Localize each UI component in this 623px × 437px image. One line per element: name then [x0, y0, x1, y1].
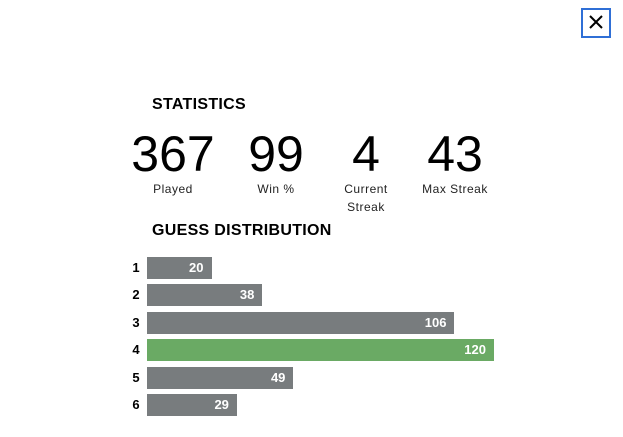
stat: 4 Current Streak [321, 128, 411, 216]
row-label: 6 [132, 397, 140, 412]
close-icon [589, 15, 603, 29]
stat-label: Played [153, 182, 193, 196]
row-label: 2 [132, 287, 140, 303]
bar: 106 [147, 311, 455, 334]
close-button[interactable] [581, 8, 611, 38]
row-label: 4 [132, 342, 140, 358]
stat-value: 43 [427, 126, 483, 182]
title: STATISTICS [152, 96, 246, 113]
row-label: 5 [132, 369, 140, 385]
stat-label: Max Streak [422, 182, 488, 196]
stat-label: Win % [257, 182, 295, 196]
stat-value: 367 [131, 126, 215, 182]
stat-value: 4 [352, 126, 380, 182]
stat: 367 Played [128, 128, 218, 198]
bar: 20 [147, 257, 212, 279]
bar: 49 [147, 366, 294, 389]
row-label: 1 [132, 260, 140, 275]
stat-label: Current Streak [344, 182, 388, 214]
bar: 120 [147, 339, 494, 362]
bar: 29 [147, 394, 237, 416]
row-label: 3 [132, 314, 140, 330]
stat: 99 Win % [231, 128, 321, 198]
stat: 43 Max Streak [410, 128, 500, 198]
stat-value: 99 [248, 126, 304, 182]
bar: 38 [147, 284, 263, 307]
distribution-title: GUESS DISTRIBUTION [152, 222, 332, 239]
